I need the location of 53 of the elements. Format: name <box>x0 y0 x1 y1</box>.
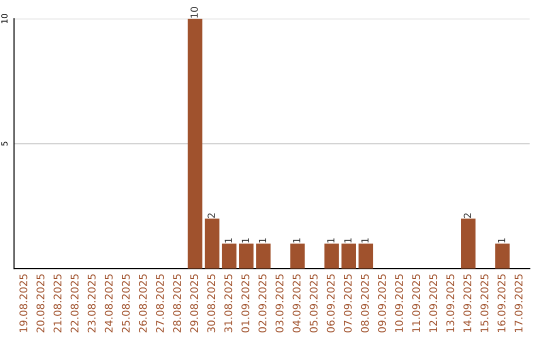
data-label: 2 <box>208 213 215 218</box>
bar <box>461 218 476 269</box>
x-tick-label: 23.08.2025 <box>88 274 96 332</box>
x-tick-label: 25.08.2025 <box>122 274 130 332</box>
data-label: 1 <box>258 238 266 243</box>
x-tick-label: 02.09.2025 <box>258 274 266 332</box>
bar <box>188 18 202 269</box>
x-tick-label: 29.08.2025 <box>190 274 198 332</box>
bar <box>358 244 374 269</box>
data-label: 1 <box>361 238 368 243</box>
bar <box>290 244 305 269</box>
x-tick-label: 13.09.2025 <box>446 274 454 332</box>
data-label: 1 <box>344 238 352 243</box>
x-tick-label: 15.09.2025 <box>480 274 488 332</box>
x-tick-label: 31.08.2025 <box>224 274 232 332</box>
bar <box>256 244 271 269</box>
x-tick-label: 01.09.2025 <box>241 274 250 332</box>
bar <box>324 244 339 269</box>
data-label: 1 <box>498 238 506 243</box>
data-label: 2 <box>464 213 471 218</box>
x-tick-label: 24.08.2025 <box>104 274 113 332</box>
x-tick-label: 09.09.2025 <box>378 274 386 332</box>
x-tick-label: 14.09.2025 <box>463 274 472 332</box>
x-tick-label: 19.08.2025 <box>19 274 28 332</box>
bar <box>204 218 220 269</box>
data-label: 1 <box>293 238 300 243</box>
x-tick-label: 22.08.2025 <box>70 274 79 332</box>
x-tick-label: 16.09.2025 <box>498 274 506 332</box>
data-label: 10 <box>190 6 198 18</box>
x-tick-label: 04.09.2025 <box>292 274 301 332</box>
bar <box>239 244 254 269</box>
x-tick-label: 07.09.2025 <box>344 274 352 332</box>
data-label: 1 <box>224 238 232 243</box>
x-tick-label: 30.08.2025 <box>207 274 216 332</box>
data-label: 1 <box>242 238 249 243</box>
x-tick-label: 08.09.2025 <box>360 274 369 332</box>
y-tick-label: 5 <box>1 142 8 146</box>
bar <box>341 244 356 269</box>
x-tick-label: 05.09.2025 <box>310 274 318 332</box>
bar <box>222 244 236 269</box>
data-label: 1 <box>327 238 334 243</box>
x-tick-label: 11.09.2025 <box>412 274 420 332</box>
x-tick-label: 26.08.2025 <box>138 274 147 332</box>
x-tick-label: 10.09.2025 <box>395 274 403 332</box>
x-tick-label: 27.08.2025 <box>156 274 164 332</box>
x-tick-label: 28.08.2025 <box>173 274 181 332</box>
x-tick-label: 17.09.2025 <box>514 274 523 332</box>
x-tick-label: 06.09.2025 <box>326 274 335 332</box>
x-tick-label: 12.09.2025 <box>429 274 438 332</box>
x-tick-label: 03.09.2025 <box>276 274 284 332</box>
x-tick-label: 20.08.2025 <box>36 274 44 332</box>
bar <box>495 244 510 269</box>
x-tick-label: 21.08.2025 <box>54 274 62 332</box>
